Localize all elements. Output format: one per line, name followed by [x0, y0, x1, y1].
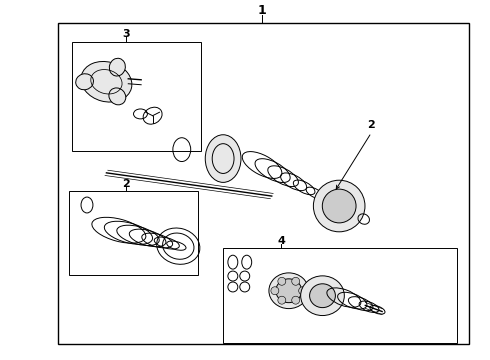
Text: 2: 2: [368, 120, 375, 130]
Ellipse shape: [292, 296, 300, 304]
Bar: [58, 23, 468, 344]
Ellipse shape: [269, 273, 309, 309]
Ellipse shape: [292, 277, 300, 285]
Bar: [69, 191, 198, 275]
Ellipse shape: [322, 189, 356, 223]
Ellipse shape: [81, 62, 132, 102]
Bar: [73, 42, 201, 152]
Ellipse shape: [299, 287, 307, 295]
Ellipse shape: [278, 277, 286, 285]
Text: 1: 1: [258, 4, 267, 17]
Ellipse shape: [276, 279, 302, 303]
Ellipse shape: [314, 180, 365, 232]
Ellipse shape: [301, 276, 344, 316]
Ellipse shape: [109, 88, 126, 105]
Ellipse shape: [205, 135, 241, 183]
Ellipse shape: [76, 74, 94, 90]
Ellipse shape: [109, 58, 125, 76]
Bar: [223, 248, 457, 342]
Ellipse shape: [278, 296, 286, 304]
Ellipse shape: [271, 287, 279, 295]
Text: 4: 4: [277, 236, 285, 246]
Text: 3: 3: [122, 28, 130, 39]
Text: 2: 2: [122, 179, 130, 189]
Ellipse shape: [310, 284, 335, 307]
